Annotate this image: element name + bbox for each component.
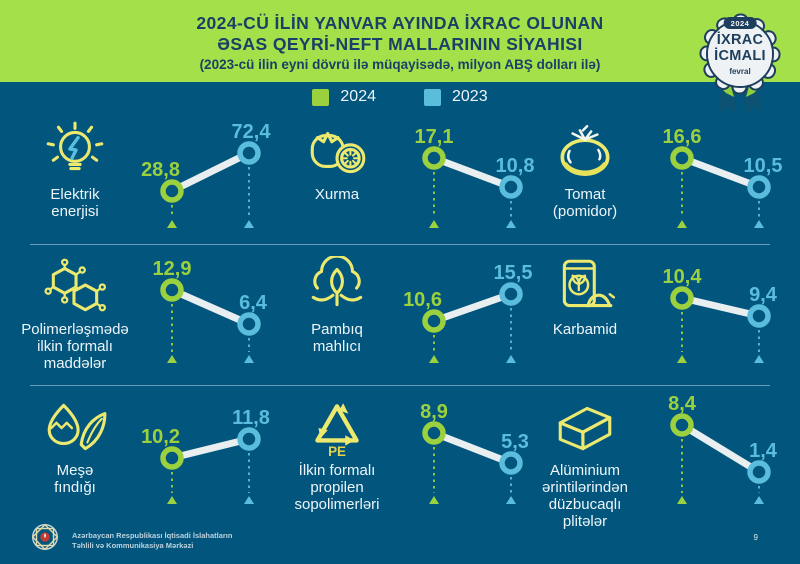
card-electricity: Elektrik enerjisi 28,8 72,4: [14, 110, 276, 248]
row-divider: [30, 244, 770, 245]
tomato-icon: [552, 118, 618, 184]
svg-text:5,3: 5,3: [501, 431, 529, 453]
organization-line-1: Azərbaycan Respublikası İqtisadi İslahat…: [72, 531, 233, 540]
board-row-1: Elektrik enerjisi 28,8 72,4: [0, 110, 800, 244]
recycle-code-label: PE: [328, 444, 346, 457]
page-title: 2024-CÜ İLİN YANVAR AYINDA İXRAC OLUNAN …: [196, 9, 603, 73]
cotton-icon: [304, 253, 370, 319]
molecule-icon: [42, 253, 108, 319]
card-tomato: Tomat (pomidor) 16,6 10,5: [524, 110, 782, 248]
card-persimmon: Xurma 17,1 10,8: [276, 110, 534, 248]
board-row-3: Meşə fındığı 10,2 11,8: [0, 386, 800, 530]
aluminum-plate-icon: [552, 394, 618, 460]
organization-name: Azərbaycan Respublikası İqtisadi İslahat…: [72, 531, 232, 550]
rosette-seal-icon: [699, 13, 781, 116]
product-label: Karbamid: [552, 321, 618, 338]
svg-text:12,9: 12,9: [153, 258, 192, 280]
product-label: Elektrik enerjisi: [50, 186, 100, 220]
hazelnut-icon: [42, 394, 108, 460]
svg-text:11,8: 11,8: [232, 407, 270, 429]
svg-text:10,5: 10,5: [744, 155, 783, 177]
organization-line-2: Təhlili və Kommunikasiya Mərkəzi: [72, 540, 194, 550]
coat-of-arms-logo: [31, 523, 59, 551]
product-trend-chart: 8,4 1,4: [646, 391, 796, 530]
svg-text:28,8: 28,8: [141, 159, 180, 181]
svg-text:10,2: 10,2: [141, 426, 180, 448]
product-board: Elektrik enerjisi 28,8 72,4: [0, 110, 800, 530]
svg-text:8,4: 8,4: [668, 393, 697, 415]
legend-label-2023: 2023: [452, 88, 488, 105]
light-bulb-icon: [42, 118, 108, 184]
legend-item-2023: 2023: [424, 88, 488, 106]
card-aluminum-plates: Alüminium ərintilərindən düzbucaqlı plit…: [524, 386, 782, 530]
product-label: Meşə fındığı: [54, 462, 96, 496]
svg-text:72,4: 72,4: [232, 121, 272, 143]
svg-text:8,9: 8,9: [420, 401, 448, 423]
export-review-badge: 2024 İXRAC İCMALI fevral: [690, 2, 790, 122]
product-trend-chart: 10,6 15,5: [398, 250, 548, 385]
card-propylene-copolymers: PE İlkin formalı propilen sopolimerləri …: [276, 386, 528, 530]
legend-swatch-2024: [312, 88, 330, 106]
card-carbamide: Karbamid 10,4 9,4: [524, 245, 782, 385]
recycle-pe-icon: PE: [304, 394, 370, 460]
svg-text:1,4: 1,4: [749, 440, 778, 462]
title-subtitle: (2023-cü ilin eyni dövrü ilə müqayisədə,…: [199, 57, 601, 72]
persimmon-icon: [304, 118, 370, 184]
card-hazelnut: Meşə fındığı 10,2 11,8: [14, 386, 276, 530]
title-line-1: 2024-CÜ İLİN YANVAR AYINDA İXRAC OLUNAN: [196, 13, 604, 33]
svg-text:6,4: 6,4: [239, 292, 268, 314]
legend-swatch-2023: [424, 88, 441, 106]
product-label: Polimerləşmədə ilkin formalı maddələr: [21, 321, 129, 372]
legend-item-2024: 2024: [312, 88, 376, 106]
product-label: Pambıq mahlıcı: [311, 321, 363, 355]
page-number: 9: [753, 533, 758, 542]
board-row-2: Polimerləşmədə ilkin formalı maddələr 12…: [0, 245, 800, 385]
fertilizer-bag-icon: [552, 253, 618, 319]
chart-legend: 2024 2023: [0, 84, 800, 110]
product-trend-chart: 17,1 10,8: [398, 115, 548, 248]
product-trend-chart: 12,9 6,4: [136, 250, 286, 385]
product-label: Xurma: [314, 186, 360, 203]
legend-label-2024: 2024: [340, 88, 376, 105]
card-polymer-substances: Polimerləşmədə ilkin formalı maddələr 12…: [14, 245, 276, 385]
product-trend-chart: 10,4 9,4: [646, 250, 796, 385]
svg-text:9,4: 9,4: [749, 284, 778, 306]
svg-text:17,1: 17,1: [415, 126, 454, 148]
footer: Azərbaycan Respublikası İqtisadi İslahat…: [0, 518, 800, 564]
badge-title: İXRAC İCMALI: [690, 32, 790, 64]
product-trend-chart: 16,6 10,5: [646, 115, 796, 248]
svg-text:16,6: 16,6: [663, 126, 702, 148]
product-label: Tomat (pomidor): [552, 186, 618, 220]
product-trend-chart: 10,2 11,8: [136, 391, 286, 530]
product-label: İlkin formalı propilen sopolimerləri: [294, 462, 380, 513]
badge-title-line-1: İXRAC: [716, 32, 764, 48]
product-trend-chart: 8,9 5,3: [398, 391, 548, 530]
row-divider: [30, 385, 770, 386]
badge-year: 2024: [723, 17, 757, 29]
badge-subtitle: fevral: [729, 67, 751, 76]
badge-title-line-2: İCMALI: [714, 47, 766, 64]
svg-text:10,6: 10,6: [403, 289, 442, 311]
svg-text:10,4: 10,4: [663, 266, 703, 288]
product-label: Alüminium ərintilərindən düzbucaqlı plit…: [542, 462, 628, 530]
title-line-2: ƏSAS QEYRİ-NEFT MALLARININ SİYAHISI: [217, 34, 583, 54]
product-trend-chart: 28,8 72,4: [136, 115, 286, 248]
svg-text:15,5: 15,5: [494, 262, 533, 284]
card-cotton: Pambıq mahlıcı 10,6 15,5: [276, 245, 532, 385]
header-band: 2024-CÜ İLİN YANVAR AYINDA İXRAC OLUNAN …: [0, 0, 800, 82]
svg-text:10,8: 10,8: [496, 155, 535, 177]
